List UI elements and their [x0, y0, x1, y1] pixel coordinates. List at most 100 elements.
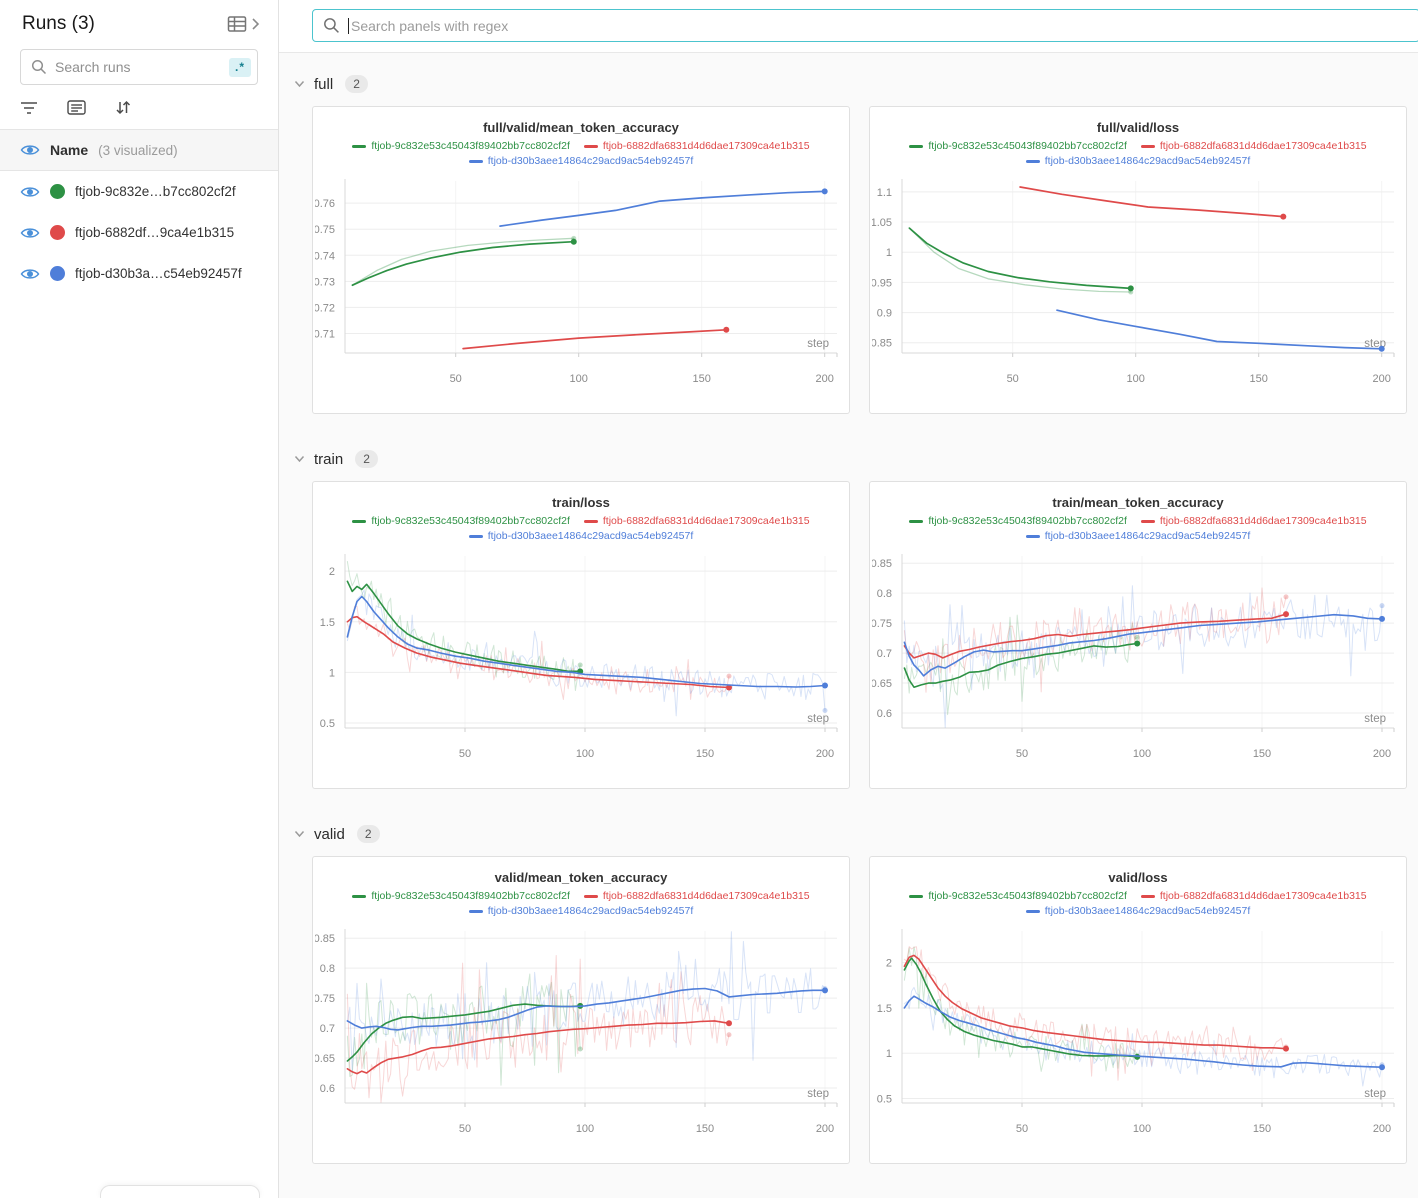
run-color-dot — [50, 184, 65, 199]
run-color-dot — [50, 266, 65, 281]
legend-run-name: ftjob-9c832e53c45043f89402bb7cc802cf2f — [371, 515, 570, 527]
chart-legend: ftjob-9c832e53c45043f89402bb7cc802cf2f ft… — [313, 135, 849, 169]
chart-plot: 0.5 1 1.5 2 50 100 150 200 step — [877, 929, 1395, 1135]
svg-text:step: step — [1364, 1088, 1386, 1100]
svg-text:50: 50 — [1016, 748, 1028, 760]
section-full-header[interactable]: full 2 — [294, 69, 1408, 106]
legend-dash-icon — [583, 895, 598, 898]
eye-icon[interactable] — [20, 143, 40, 157]
sort-icon[interactable] — [115, 100, 131, 115]
legend-item[interactable]: ftjob-d30b3aee14864c29acd9ac54eb92457f — [468, 529, 693, 544]
legend-item[interactable]: ftjob-6882dfa6831d4d6dae17309ca4e1b315 — [1140, 889, 1367, 904]
bottom-popover[interactable] — [100, 1185, 260, 1198]
svg-text:50: 50 — [459, 1123, 471, 1135]
legend-dash-icon — [1025, 535, 1040, 538]
chart-legend: ftjob-9c832e53c45043f89402bb7cc802cf2f ft… — [870, 885, 1406, 919]
panel-full-valid-loss[interactable]: full/valid/loss ftjob-9c832e53c45043f894… — [869, 106, 1407, 414]
legend-item[interactable]: ftjob-6882dfa6831d4d6dae17309ca4e1b315 — [583, 139, 810, 154]
section-valid-header[interactable]: valid 2 — [294, 819, 1408, 856]
run-name[interactable]: ftjob-9c832e…b7cc802cf2f — [75, 184, 236, 199]
panel-train-mean-token-accuracy[interactable]: train/mean_token_accuracy ftjob-9c832e53… — [869, 481, 1407, 789]
svg-text:100: 100 — [576, 1123, 594, 1135]
svg-text:0.7: 0.7 — [320, 1023, 335, 1035]
run-row[interactable]: ftjob-d30b3a…c54eb92457f — [0, 253, 278, 294]
legend-item[interactable]: ftjob-9c832e53c45043f89402bb7cc802cf2f — [352, 139, 570, 154]
svg-text:0.76: 0.76 — [315, 198, 335, 210]
legend-item[interactable]: ftjob-9c832e53c45043f89402bb7cc802cf2f — [909, 139, 1127, 154]
legend-item[interactable]: ftjob-9c832e53c45043f89402bb7cc802cf2f — [909, 889, 1127, 904]
workspace-topbar: Search panels with regex — [279, 0, 1418, 53]
runs-sidebar: Runs (3) — [0, 0, 279, 1198]
legend-dash-icon — [352, 895, 367, 898]
regex-toggle[interactable]: .* — [228, 57, 251, 77]
legend-dash-icon — [909, 895, 924, 898]
run-name[interactable]: ftjob-6882df…9ca4e1b315 — [75, 225, 235, 240]
svg-text:50: 50 — [459, 748, 471, 760]
run-name[interactable]: ftjob-d30b3a…c54eb92457f — [75, 266, 242, 281]
svg-text:150: 150 — [696, 748, 714, 760]
list-settings-icon[interactable] — [67, 100, 86, 115]
search-panels-input[interactable]: Search panels with regex — [312, 9, 1418, 42]
legend-dash-icon — [468, 535, 483, 538]
svg-text:0.75: 0.75 — [315, 993, 335, 1005]
legend-dash-icon — [468, 910, 483, 913]
legend-dash-icon — [1140, 145, 1155, 148]
legend-dash-icon — [352, 520, 367, 523]
svg-text:150: 150 — [1253, 1123, 1271, 1135]
svg-text:0.72: 0.72 — [315, 302, 335, 314]
legend-item[interactable]: ftjob-6882dfa6831d4d6dae17309ca4e1b315 — [583, 889, 810, 904]
panel-valid-loss[interactable]: valid/loss ftjob-9c832e53c45043f89402bb7… — [869, 856, 1407, 1164]
panel-train-loss[interactable]: train/loss ftjob-9c832e53c45043f89402bb7… — [312, 481, 850, 789]
svg-text:step: step — [807, 1088, 829, 1100]
legend-dash-icon — [909, 145, 924, 148]
legend-item[interactable]: ftjob-6882dfa6831d4d6dae17309ca4e1b315 — [583, 514, 810, 529]
eye-icon[interactable] — [20, 226, 40, 240]
svg-text:200: 200 — [1373, 373, 1391, 385]
run-row[interactable]: ftjob-6882df…9ca4e1b315 — [0, 212, 278, 253]
legend-item[interactable]: ftjob-d30b3aee14864c29acd9ac54eb92457f — [1025, 154, 1251, 169]
runs-table-icon[interactable] — [227, 15, 249, 33]
svg-text:2: 2 — [886, 958, 892, 970]
legend-item[interactable]: ftjob-d30b3aee14864c29acd9ac54eb92457f — [1025, 529, 1251, 544]
eye-icon[interactable] — [20, 267, 40, 281]
section-train: train 2 train/loss ftjob-9c832e53c45043f… — [294, 444, 1408, 789]
search-icon — [31, 59, 47, 75]
svg-text:150: 150 — [1250, 373, 1268, 385]
eye-icon[interactable] — [20, 185, 40, 199]
chevron-down-icon[interactable] — [294, 455, 305, 463]
chevron-down-icon[interactable] — [294, 80, 305, 88]
chart-plot: 0.6 0.65 0.7 0.75 0.8 0.85 50 100 150 200 step — [315, 929, 838, 1135]
legend-item[interactable]: ftjob-6882dfa6831d4d6dae17309ca4e1b315 — [1140, 139, 1367, 154]
legend-item[interactable]: ftjob-9c832e53c45043f89402bb7cc802cf2f — [352, 514, 570, 529]
section-train-header[interactable]: train 2 — [294, 444, 1408, 481]
legend-run-name: ftjob-6882dfa6831d4d6dae17309ca4e1b315 — [1159, 515, 1367, 527]
legend-item[interactable]: ftjob-d30b3aee14864c29acd9ac54eb92457f — [468, 904, 693, 919]
run-row[interactable]: ftjob-9c832e…b7cc802cf2f — [0, 171, 278, 212]
legend-dash-icon — [1140, 895, 1155, 898]
legend-dash-icon — [1025, 910, 1040, 913]
legend-item[interactable]: ftjob-d30b3aee14864c29acd9ac54eb92457f — [468, 154, 694, 169]
section-label: valid — [314, 825, 345, 843]
legend-run-name: ftjob-d30b3aee14864c29acd9ac54eb92457f — [1044, 155, 1251, 167]
legend-run-name: ftjob-6882dfa6831d4d6dae17309ca4e1b315 — [1159, 890, 1367, 902]
svg-text:100: 100 — [1127, 373, 1145, 385]
panel-valid-mean-token-accuracy[interactable]: valid/mean_token_accuracy ftjob-9c832e53… — [312, 856, 850, 1164]
svg-text:1.05: 1.05 — [872, 217, 892, 229]
chevron-down-icon[interactable] — [294, 830, 305, 838]
chart-legend: ftjob-9c832e53c45043f89402bb7cc802cf2f ft… — [870, 510, 1406, 544]
svg-text:step: step — [807, 713, 829, 725]
legend-item[interactable]: ftjob-9c832e53c45043f89402bb7cc802cf2f — [909, 514, 1127, 529]
legend-item[interactable]: ftjob-6882dfa6831d4d6dae17309ca4e1b315 — [1140, 514, 1367, 529]
legend-run-name: ftjob-d30b3aee14864c29acd9ac54eb92457f — [1044, 530, 1251, 542]
panel-full-valid-mean-token-accuracy[interactable]: full/valid/mean_token_accuracy ftjob-9c8… — [312, 106, 850, 414]
legend-run-name: ftjob-d30b3aee14864c29acd9ac54eb92457f — [487, 155, 694, 167]
svg-text:0.5: 0.5 — [877, 1093, 892, 1105]
filter-icon[interactable] — [20, 101, 38, 115]
chevron-right-icon[interactable] — [251, 17, 260, 31]
legend-dash-icon — [1140, 520, 1155, 523]
chart-plot: 0.5 1 1.5 2 50 100 150 200 step — [320, 554, 838, 760]
legend-item[interactable]: ftjob-d30b3aee14864c29acd9ac54eb92457f — [1025, 904, 1250, 919]
legend-dash-icon — [468, 160, 483, 163]
legend-item[interactable]: ftjob-9c832e53c45043f89402bb7cc802cf2f — [352, 889, 570, 904]
search-runs-input[interactable]: Search runs .* — [20, 49, 258, 85]
